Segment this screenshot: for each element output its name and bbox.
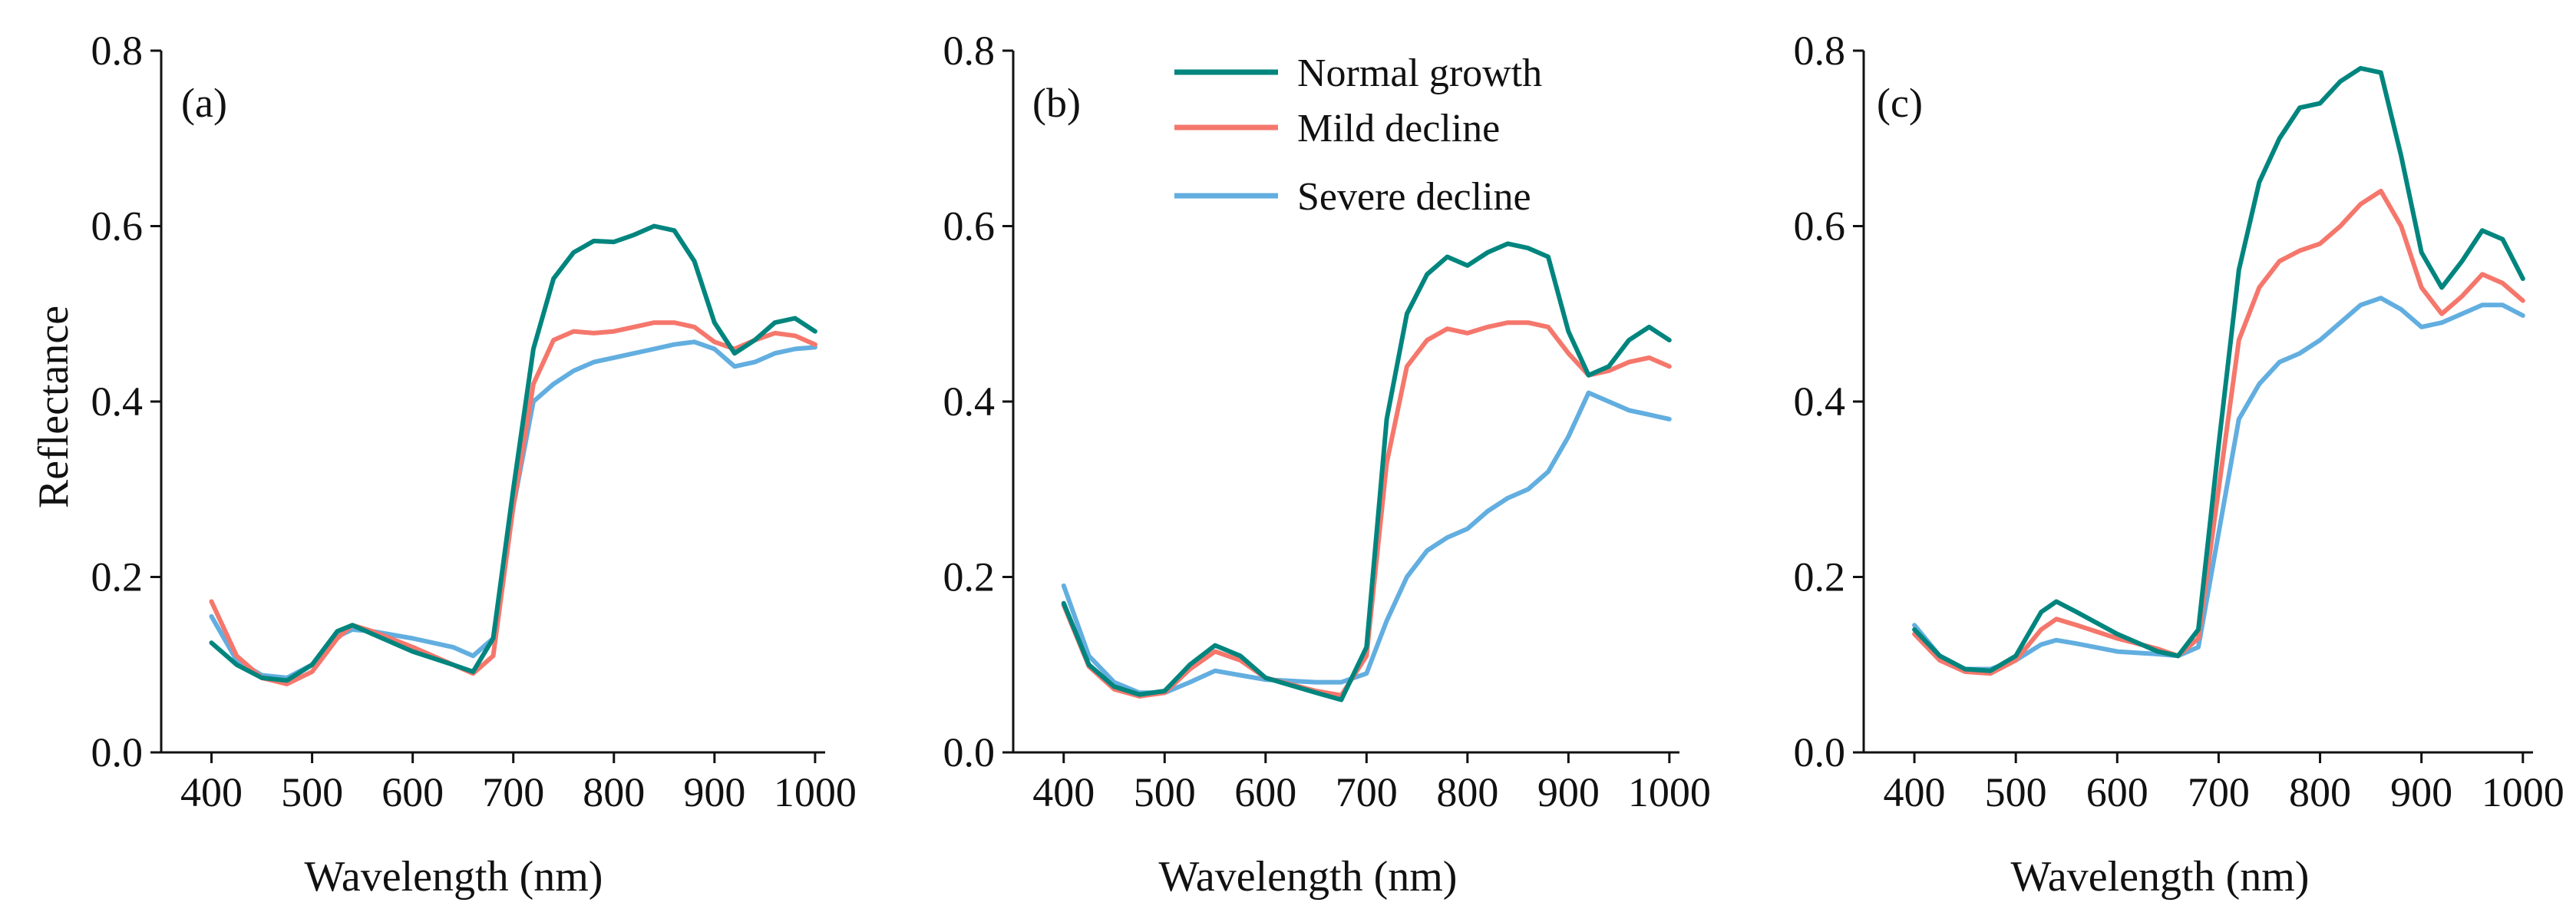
x-tick-label-b: 400 — [1032, 769, 1095, 815]
x-tick-label-c: 900 — [2390, 769, 2452, 815]
x-tick-label-b: 900 — [1537, 769, 1600, 815]
x-tick-label-c: 800 — [2289, 769, 2351, 815]
x-tick-label-b: 500 — [1134, 769, 1196, 815]
y-tick-label-c: 0.2 — [1794, 554, 1846, 600]
legend-label-mild-decline: Mild decline — [1297, 107, 1500, 150]
panel-b: (b) Wavelength (nm) Normal growth Mild d… — [1032, 51, 1542, 901]
y-tick-label-a: 0.6 — [91, 203, 144, 250]
x-tick-label-a: 900 — [683, 769, 745, 815]
x-tick-label-c: 1000 — [2482, 769, 2564, 815]
panel-a-xlabel: Wavelength (nm) — [305, 853, 603, 901]
series-line-severe-decline-b — [1061, 390, 1672, 696]
y-tick-label-c: 0.8 — [1794, 28, 1846, 74]
y-tick-label-c: 0.6 — [1794, 203, 1846, 250]
panel-b-label: (b) — [1032, 80, 1081, 126]
panel-c-xlabel: Wavelength (nm) — [2011, 853, 2310, 901]
series-line-mild-decline-a — [209, 320, 817, 686]
panel-a: (a) Reflectance Wavelength (nm) — [30, 80, 603, 901]
y-tick-label-b: 0.8 — [943, 28, 996, 74]
panel-c-label: (c) — [1877, 80, 1923, 126]
x-tick-label-a: 1000 — [774, 769, 857, 815]
y-tick-label-a: 0.0 — [91, 729, 144, 775]
plot-b: 0.0 0.2 0.4 0.6 0.8 400 500 600 700 800 900 1000 — [943, 28, 1711, 815]
y-tick-label-b: 0.6 — [943, 203, 996, 250]
plot-a: 0.0 0.2 0.4 0.6 0.8 400 500 600 700 800 900 1000 — [91, 28, 857, 815]
legend-label-severe-decline: Severe decline — [1297, 175, 1531, 219]
y-tick-label-c: 0.0 — [1794, 729, 1846, 775]
plot-c: 0.0 0.2 0.4 0.6 0.8 400 500 600 700 800 900 1000 — [1794, 28, 2564, 815]
y-tick-label-b: 0.4 — [943, 379, 996, 425]
y-tick-label-b: 0.0 — [943, 729, 996, 775]
panel-b-xlabel: Wavelength (nm) — [1159, 853, 1458, 901]
y-tick-label-c: 0.4 — [1794, 379, 1846, 425]
series-line-normal-growth-b — [1061, 241, 1672, 702]
y-tick-label-a: 0.4 — [91, 379, 144, 425]
panel-c: (c) Wavelength (nm) — [1877, 80, 2309, 901]
x-tick-label-b: 600 — [1234, 769, 1296, 815]
panel-a-ylabel: Reflectance — [30, 306, 78, 508]
series-line-normal-growth-c — [1912, 65, 2525, 673]
x-tick-label-c: 700 — [2188, 769, 2250, 815]
x-tick-label-a: 500 — [281, 769, 343, 815]
x-tick-label-c: 400 — [1884, 769, 1946, 815]
series-line-normal-growth-a — [209, 223, 817, 683]
y-tick-label-a: 0.2 — [91, 554, 144, 600]
x-tick-label-a: 800 — [583, 769, 645, 815]
series-line-severe-decline-c — [1912, 296, 2525, 672]
x-tick-label-b: 1000 — [1628, 769, 1711, 815]
panel-a-label: (a) — [181, 80, 227, 126]
legend: Normal growth Mild decline Severe declin… — [1174, 51, 1542, 219]
x-tick-label-b: 700 — [1336, 769, 1398, 815]
legend-label-normal-growth: Normal growth — [1297, 51, 1542, 95]
x-tick-label-a: 700 — [482, 769, 544, 815]
series-line-mild-decline-c — [1912, 188, 2525, 676]
x-tick-label-c: 600 — [2086, 769, 2148, 815]
y-tick-label-b: 0.2 — [943, 554, 996, 600]
x-tick-label-c: 500 — [1985, 769, 2047, 815]
x-tick-label-b: 800 — [1436, 769, 1498, 815]
y-tick-label-a: 0.8 — [91, 28, 144, 74]
x-tick-label-a: 400 — [180, 769, 243, 815]
x-tick-label-a: 600 — [381, 769, 444, 815]
